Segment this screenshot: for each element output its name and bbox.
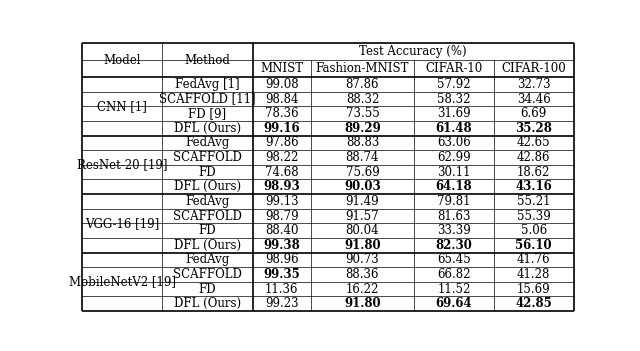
Text: Model: Model — [104, 54, 141, 67]
Text: CIFAR-10: CIFAR-10 — [426, 62, 483, 75]
Text: 90.03: 90.03 — [344, 180, 381, 193]
Text: 99.23: 99.23 — [265, 297, 298, 310]
Text: 56.10: 56.10 — [515, 239, 552, 252]
Text: 11.36: 11.36 — [265, 283, 298, 296]
Text: 74.68: 74.68 — [265, 166, 298, 179]
Text: 88.36: 88.36 — [346, 268, 380, 281]
Text: 98.93: 98.93 — [263, 180, 300, 193]
Text: 55.39: 55.39 — [517, 210, 550, 223]
Text: Fashion-MNIST: Fashion-MNIST — [316, 62, 409, 75]
Text: 35.28: 35.28 — [515, 122, 552, 135]
Text: 91.80: 91.80 — [344, 297, 381, 310]
Text: FedAvg: FedAvg — [185, 253, 230, 266]
Text: 91.57: 91.57 — [346, 210, 380, 223]
Text: DFL (Ours): DFL (Ours) — [174, 122, 241, 135]
Text: ResNet-20 [19]: ResNet-20 [19] — [77, 158, 168, 171]
Text: FedAvg: FedAvg — [185, 137, 230, 150]
Text: 66.82: 66.82 — [437, 268, 471, 281]
Text: 41.28: 41.28 — [517, 268, 550, 281]
Text: CIFAR-100: CIFAR-100 — [501, 62, 566, 75]
Text: 98.79: 98.79 — [265, 210, 298, 223]
Text: 99.38: 99.38 — [263, 239, 300, 252]
Text: 99.13: 99.13 — [265, 195, 298, 208]
Text: 81.63: 81.63 — [437, 210, 471, 223]
Text: 42.86: 42.86 — [517, 151, 550, 164]
Text: FedAvg: FedAvg — [185, 195, 230, 208]
Text: 79.81: 79.81 — [437, 195, 471, 208]
Text: 18.62: 18.62 — [517, 166, 550, 179]
Text: 11.52: 11.52 — [437, 283, 470, 296]
Text: 89.29: 89.29 — [344, 122, 381, 135]
Text: 99.08: 99.08 — [265, 78, 298, 91]
Text: 87.86: 87.86 — [346, 78, 380, 91]
Text: 97.86: 97.86 — [265, 137, 298, 150]
Text: Test Accuracy (%): Test Accuracy (%) — [359, 45, 467, 58]
Text: 69.64: 69.64 — [436, 297, 472, 310]
Text: SCAFFOLD: SCAFFOLD — [173, 151, 242, 164]
Text: 98.96: 98.96 — [265, 253, 298, 266]
Text: DFL (Ours): DFL (Ours) — [174, 180, 241, 193]
Text: 99.35: 99.35 — [263, 268, 300, 281]
Text: 88.40: 88.40 — [265, 224, 298, 237]
Text: 61.48: 61.48 — [436, 122, 472, 135]
Text: 33.39: 33.39 — [437, 224, 471, 237]
Text: 42.65: 42.65 — [517, 137, 550, 150]
Text: 32.73: 32.73 — [517, 78, 550, 91]
Text: 43.16: 43.16 — [515, 180, 552, 193]
Text: 6.69: 6.69 — [520, 107, 547, 120]
Text: 73.55: 73.55 — [346, 107, 380, 120]
Text: 41.76: 41.76 — [517, 253, 550, 266]
Text: SCAFFOLD: SCAFFOLD — [173, 268, 242, 281]
Text: FD [9]: FD [9] — [188, 107, 227, 120]
Text: 75.69: 75.69 — [346, 166, 380, 179]
Text: 91.80: 91.80 — [344, 239, 381, 252]
Text: MobileNetV2 [19]: MobileNetV2 [19] — [69, 275, 176, 288]
Text: 90.73: 90.73 — [346, 253, 380, 266]
Text: 15.69: 15.69 — [517, 283, 550, 296]
Text: SCAFFOLD: SCAFFOLD — [173, 210, 242, 223]
Text: FD: FD — [198, 224, 216, 237]
Text: 58.32: 58.32 — [437, 93, 471, 106]
Text: FedAvg [1]: FedAvg [1] — [175, 78, 240, 91]
Text: 55.21: 55.21 — [517, 195, 550, 208]
Text: 30.11: 30.11 — [437, 166, 471, 179]
Text: FD: FD — [198, 166, 216, 179]
Text: Method: Method — [184, 54, 230, 67]
Text: 78.36: 78.36 — [265, 107, 298, 120]
Text: DFL (Ours): DFL (Ours) — [174, 297, 241, 310]
Text: 5.06: 5.06 — [520, 224, 547, 237]
Text: 80.04: 80.04 — [346, 224, 380, 237]
Text: 88.32: 88.32 — [346, 93, 379, 106]
Text: SCAFFOLD [11]: SCAFFOLD [11] — [159, 93, 256, 106]
Text: 98.84: 98.84 — [265, 93, 298, 106]
Text: 99.16: 99.16 — [264, 122, 300, 135]
Text: 98.22: 98.22 — [265, 151, 298, 164]
Text: 63.06: 63.06 — [437, 137, 471, 150]
Text: FD: FD — [198, 283, 216, 296]
Text: VGG-16 [19]: VGG-16 [19] — [85, 217, 159, 230]
Text: 82.30: 82.30 — [436, 239, 472, 252]
Text: 42.85: 42.85 — [515, 297, 552, 310]
Text: 16.22: 16.22 — [346, 283, 379, 296]
Text: 91.49: 91.49 — [346, 195, 380, 208]
Text: 62.99: 62.99 — [437, 151, 471, 164]
Text: MNIST: MNIST — [260, 62, 303, 75]
Text: 65.45: 65.45 — [437, 253, 471, 266]
Text: 34.46: 34.46 — [517, 93, 550, 106]
Text: 31.69: 31.69 — [437, 107, 471, 120]
Text: 64.18: 64.18 — [436, 180, 472, 193]
Text: 88.74: 88.74 — [346, 151, 380, 164]
Text: CNN [1]: CNN [1] — [97, 100, 147, 113]
Text: 88.83: 88.83 — [346, 137, 379, 150]
Text: DFL (Ours): DFL (Ours) — [174, 239, 241, 252]
Text: 57.92: 57.92 — [437, 78, 471, 91]
